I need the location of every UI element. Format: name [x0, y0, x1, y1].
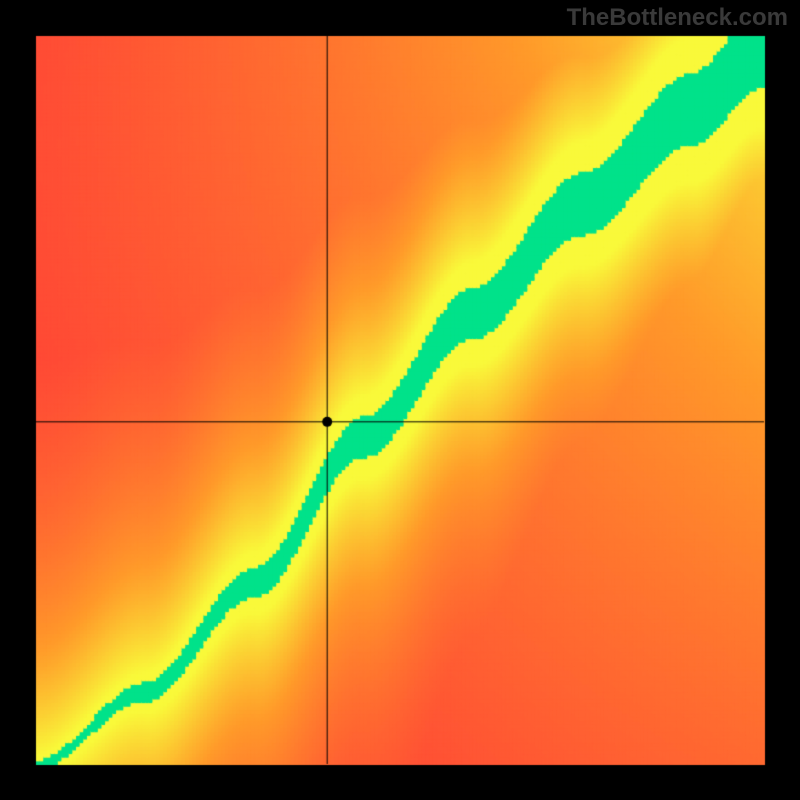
chart-container: TheBottleneck.com: [0, 0, 800, 800]
heatmap-canvas: [0, 0, 800, 800]
watermark-text: TheBottleneck.com: [567, 4, 788, 32]
